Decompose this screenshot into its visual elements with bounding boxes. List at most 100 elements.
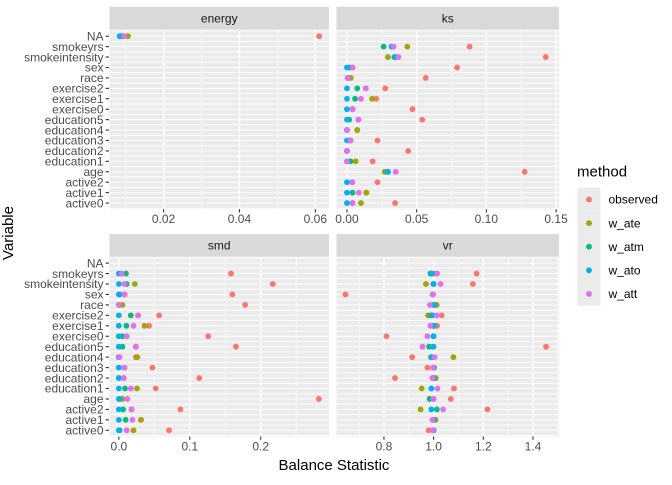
point-energy-NA-w_ato bbox=[116, 33, 123, 40]
point-ks-exercise1-w_ate bbox=[369, 95, 375, 102]
point-ks-age-w_att bbox=[392, 168, 399, 175]
y-axis-label-active1-row1: active1 bbox=[65, 413, 103, 427]
point-smd-education4-w_att bbox=[116, 354, 123, 361]
point-vr-smokeintensity-w_att bbox=[437, 281, 444, 287]
y-axis-label-smokeintensity-row0: smokeintensity bbox=[24, 50, 103, 64]
point-smd-race-w_att bbox=[115, 302, 122, 308]
point-smd-active1-w_ate bbox=[138, 416, 144, 423]
facet-strip-label-smd: smd bbox=[208, 239, 231, 253]
point-smd-age-w_ato bbox=[115, 396, 122, 402]
point-smd-active2-w_atm bbox=[120, 406, 127, 413]
point-vr-education1-w_ato bbox=[428, 385, 435, 392]
y-axis-label-exercise1-row0: exercise1 bbox=[52, 92, 104, 106]
point-vr-education1-w_att bbox=[434, 385, 441, 392]
point-smd-smokeintensity-observed bbox=[269, 281, 276, 287]
point-ks-education5-w_ato bbox=[344, 116, 350, 123]
point-vr-education1-observed bbox=[451, 385, 457, 392]
point-smd-education5-w_ato bbox=[115, 343, 122, 350]
point-ks-sex-w_ato bbox=[344, 64, 350, 71]
point-ks-education2-observed bbox=[405, 148, 412, 154]
y-axis-label-active0-row1: active0 bbox=[65, 424, 103, 438]
point-smd-active1-w_ato bbox=[115, 416, 122, 423]
legend-label-observed: observed bbox=[609, 193, 658, 207]
y-axis-label-education1-row0: education1 bbox=[45, 155, 104, 169]
y-axis-label-exercise0-row0: exercise0 bbox=[52, 102, 104, 116]
y-axis-label-active2-row0: active2 bbox=[65, 175, 103, 189]
point-smd-exercise2-w_atm bbox=[127, 312, 134, 319]
point-smd-education1-w_ate bbox=[134, 385, 140, 392]
facet-ks: ks 0.00 0.05 0.10 0.15 bbox=[335, 6, 568, 226]
point-vr-exercise0-observed bbox=[383, 333, 390, 340]
point-vr-education5-observed bbox=[543, 343, 549, 350]
point-smd-exercise0-w_ato bbox=[115, 333, 122, 340]
point-vr-education4-w_att bbox=[431, 354, 438, 361]
point-smd-exercise2-observed bbox=[156, 312, 163, 319]
y-axis-label-sex-row0: sex bbox=[85, 61, 104, 75]
point-vr-exercise0-w_ato bbox=[430, 333, 437, 340]
legend-label-w_ato: w_ato bbox=[608, 264, 641, 278]
point-vr-active2-w_ate bbox=[417, 406, 424, 413]
point-vr-education4-w_ate bbox=[450, 354, 457, 361]
point-ks-active2-observed bbox=[374, 179, 381, 186]
point-vr-education3-w_att bbox=[429, 364, 436, 371]
y-axis-label-education3-row1: education3 bbox=[45, 361, 104, 375]
point-ks-smokeintensity-observed bbox=[542, 54, 549, 60]
point-smd-exercise2-w_ato bbox=[115, 312, 122, 319]
point-ks-smokeyrs-w_att bbox=[390, 43, 397, 50]
point-ks-exercise0-observed bbox=[409, 106, 416, 113]
facet-smd: smd 0.0 0.1 0.2 bbox=[109, 234, 329, 453]
point-ks-exercise0-w_att bbox=[349, 106, 356, 113]
point-ks-exercise2-observed bbox=[382, 85, 389, 92]
point-ks-education5-observed bbox=[419, 116, 426, 123]
x-axis-label-smd-0.0: 0.0 bbox=[111, 439, 128, 453]
point-vr-active2-observed bbox=[484, 406, 491, 413]
point-vr-smokeyrs-observed bbox=[473, 270, 480, 277]
facet-energy: energy 0.02 0.04 0.06 bbox=[109, 6, 329, 226]
point-vr-race-w_att bbox=[427, 302, 433, 308]
point-ks-active0-w_ate bbox=[358, 200, 364, 206]
point-ks-education2-w_att bbox=[344, 148, 350, 154]
legend-label-w_att: w_att bbox=[608, 287, 638, 301]
point-smd-education3-observed bbox=[149, 364, 156, 371]
point-smd-active0-observed bbox=[166, 427, 172, 434]
point-smd-sex-w_ato bbox=[115, 291, 122, 298]
y-axis-label-education2-row0: education2 bbox=[45, 144, 104, 158]
x-axis-label-vr-1.2: 1.2 bbox=[475, 439, 492, 453]
y-axis-label-race-row1: race bbox=[80, 298, 104, 312]
point-vr-active2-w_atm bbox=[433, 406, 440, 413]
x-axis-label-vr-0.8: 0.8 bbox=[376, 439, 393, 453]
point-vr-exercise0-w_att bbox=[424, 333, 431, 340]
point-vr-education3-observed bbox=[424, 364, 431, 371]
legend-point-w_att bbox=[586, 291, 592, 297]
point-vr-exercise2-w_ato bbox=[429, 312, 436, 319]
point-ks-active1-w_att bbox=[355, 189, 362, 196]
point-vr-exercise2-w_att bbox=[433, 312, 440, 319]
x-axis-label-energy-0.04: 0.04 bbox=[228, 212, 252, 226]
point-smd-education1-w_atm bbox=[122, 385, 128, 392]
point-vr-active2-w_att bbox=[440, 406, 446, 413]
x-axis-label-energy-0.06: 0.06 bbox=[304, 212, 328, 226]
point-smd-education2-w_att bbox=[120, 375, 127, 381]
y-axis-label-education3-row0: education3 bbox=[45, 134, 104, 148]
point-ks-smokeintensity-w_att bbox=[395, 54, 402, 60]
point-vr-smokeyrs-w_att bbox=[434, 270, 441, 277]
point-ks-race-observed bbox=[422, 75, 429, 81]
point-smd-active0-w_ate bbox=[130, 427, 137, 434]
point-smd-age-w_att bbox=[124, 396, 131, 402]
y-axis-label-exercise2-row1: exercise2 bbox=[52, 309, 104, 323]
point-energy-NA-observed bbox=[316, 33, 323, 40]
point-ks-education5-w_att bbox=[355, 116, 362, 123]
point-ks-active1-w_ato bbox=[344, 189, 350, 196]
x-axis-label-ks-0.10: 0.10 bbox=[475, 212, 499, 226]
facet-strip-ks bbox=[336, 6, 559, 30]
point-ks-education3-observed bbox=[374, 137, 381, 144]
point-ks-exercise1-w_atm bbox=[352, 95, 358, 102]
point-energy-NA-w_att bbox=[121, 33, 128, 40]
point-smd-exercise2-w_att bbox=[135, 312, 142, 319]
point-smd-education4-w_ate bbox=[134, 354, 141, 361]
facet-strip-vr bbox=[336, 234, 559, 257]
y-axis-label-education4-row0: education4 bbox=[45, 123, 104, 137]
point-vr-age-w_atm bbox=[426, 396, 433, 402]
y-axis-label-age-row1: age bbox=[83, 392, 103, 406]
point-ks-age-w_ato bbox=[385, 168, 391, 175]
